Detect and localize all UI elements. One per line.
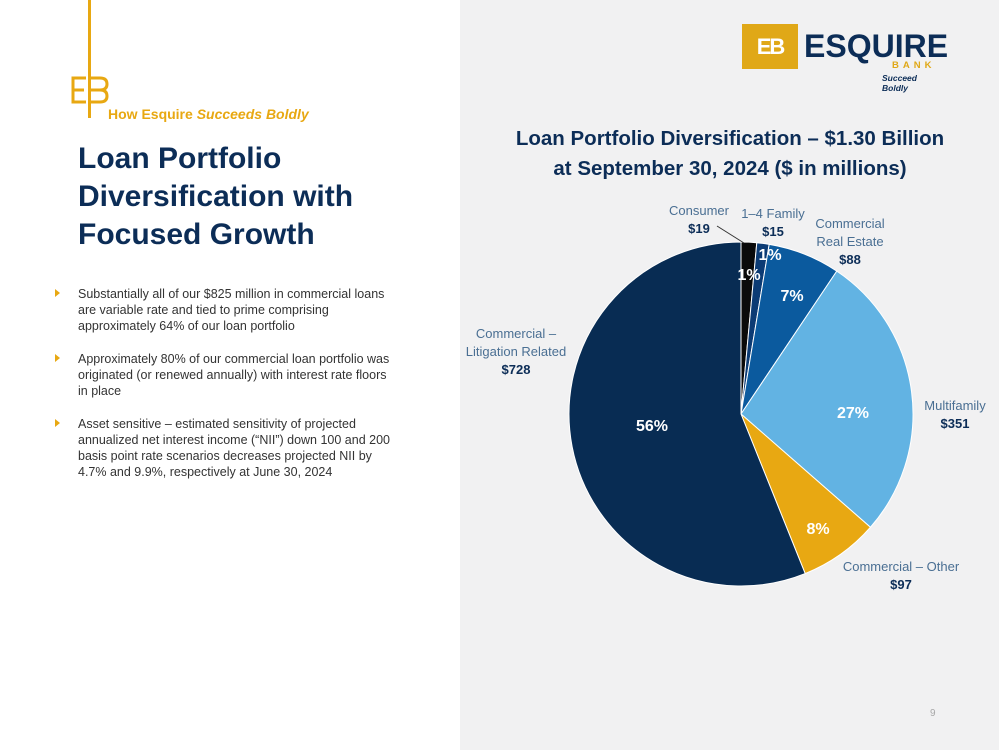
slice-percent-label: 1% xyxy=(737,267,760,284)
slice-percent-label: 7% xyxy=(780,288,803,305)
slice-value-label: $88 xyxy=(839,252,861,267)
bullet-list: Substantially all of our $825 million in… xyxy=(55,286,395,497)
chart-title: Loan Portfolio Diversification – $1.30 B… xyxy=(470,124,990,184)
logo-wordmark: ESQUIRE xyxy=(804,28,949,64)
slice-value-label: $19 xyxy=(688,221,710,236)
eb-monogram-icon xyxy=(71,76,109,104)
slice-value-label: $97 xyxy=(890,577,912,592)
accent-line xyxy=(88,0,91,118)
logo-tagline: Succeed Boldly xyxy=(882,73,917,93)
slice-percent-label: 56% xyxy=(636,418,668,435)
slice-category-label: Commercial – xyxy=(476,326,557,341)
slice-percent-label: 1% xyxy=(758,247,781,264)
bullet-arrow-icon xyxy=(55,289,60,297)
bullet-item: Approximately 80% of our commercial loan… xyxy=(55,351,395,399)
bullet-arrow-icon xyxy=(55,419,60,427)
kicker-prefix: How Esquire xyxy=(108,106,193,122)
slice-percent-label: 8% xyxy=(806,521,829,538)
slice-category-label: Commercial xyxy=(815,216,884,231)
slice-value-label: $15 xyxy=(762,224,784,239)
page-number: 9 xyxy=(930,708,936,719)
bullet-text: Approximately 80% of our commercial loan… xyxy=(78,352,390,398)
slice-category-label: Multifamily xyxy=(924,398,986,413)
slice-category-label: Real Estate xyxy=(816,234,883,249)
esquire-logo: EB ESQUIRE BANK Succeed Boldly xyxy=(742,24,948,93)
slice-category-label: Litigation Related xyxy=(466,344,566,359)
pie-slice xyxy=(740,270,914,528)
logo-bank: BANK xyxy=(892,60,936,71)
slice-percent-label: 27% xyxy=(837,405,869,422)
bullet-text: Substantially all of our $825 million in… xyxy=(78,287,385,333)
slice-value-label: $351 xyxy=(941,416,970,431)
bullet-text: Asset sensitive – estimated sensitivity … xyxy=(78,417,390,479)
bullet-item: Substantially all of our $825 million in… xyxy=(55,286,395,334)
pie-slice xyxy=(568,241,806,587)
slice-value-label: $728 xyxy=(502,362,531,377)
chart-title-line2: at September 30, 2024 ($ in millions) xyxy=(553,157,907,180)
chart-title-line1: Loan Portfolio Diversification – $1.30 B… xyxy=(515,127,945,150)
slice-category-label: Commercial – Other xyxy=(843,559,960,574)
page-title: Loan Portfolio Diversification with Focu… xyxy=(78,142,354,251)
logo-mark: EB xyxy=(742,24,798,69)
bullet-arrow-icon xyxy=(55,354,60,362)
section-kicker: How Esquire Succeeds Boldly xyxy=(108,106,309,122)
slice-category-label: 1–4 Family xyxy=(741,206,805,221)
slice-category-label: Consumer xyxy=(669,203,730,218)
kicker-italic: Succeeds Boldly xyxy=(196,106,309,122)
bullet-item: Asset sensitive – estimated sensitivity … xyxy=(55,416,395,480)
consumer-leader-line xyxy=(716,225,745,244)
